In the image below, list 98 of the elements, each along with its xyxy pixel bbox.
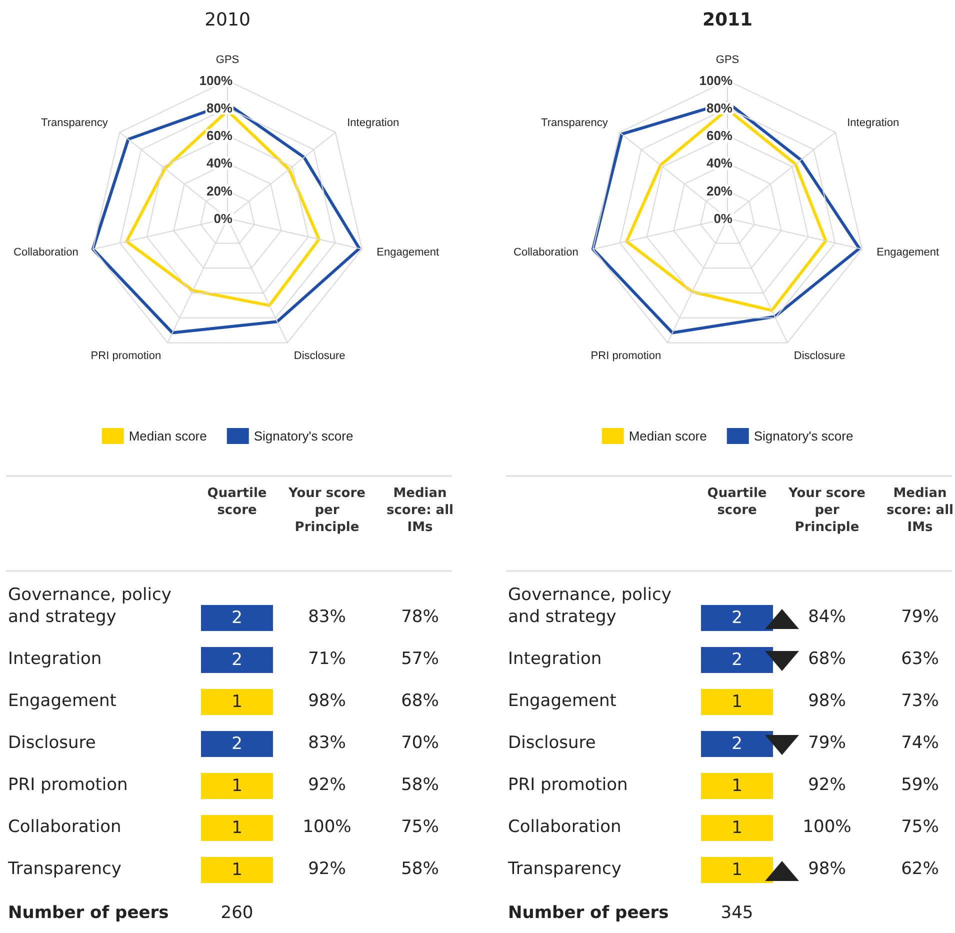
- data-label: 75%: [400, 816, 440, 838]
- data-label: 63%: [900, 648, 940, 670]
- text: Number of peers: [508, 902, 670, 924]
- data-label: 70%: [400, 732, 440, 754]
- y-tick-label: 60%: [706, 128, 733, 144]
- data-label: 79%: [900, 606, 940, 628]
- data-label: 1: [201, 689, 273, 715]
- data-label: 98%: [807, 690, 847, 712]
- spoke-label: GPS: [216, 54, 240, 66]
- y-tick-label: 80%: [206, 100, 233, 116]
- data-label: 1: [201, 773, 273, 799]
- spoke-label: PRI promotion: [90, 350, 162, 362]
- spoke-label: Collaboration: [514, 246, 578, 258]
- data-label: 62%: [900, 858, 940, 880]
- y-tick-label: 20%: [706, 183, 733, 198]
- data-label: 100%: [802, 816, 852, 838]
- y-tick-label: 0%: [714, 210, 733, 226]
- data-label: 98%: [807, 858, 847, 880]
- data-label: 2: [701, 731, 773, 757]
- category-label: Engagement: [508, 690, 618, 712]
- y-tick-label: 80%: [706, 100, 733, 116]
- data-label: 100%: [302, 816, 352, 838]
- legend-label: Signatory's score: [754, 428, 854, 444]
- text: Quartile score: [206, 485, 268, 519]
- category-label: PRI promotion: [8, 774, 129, 796]
- y-tick-label: 20%: [206, 183, 233, 198]
- spoke-label: Transparency: [541, 117, 608, 130]
- spoke-label: Engagement: [876, 246, 940, 258]
- text: Number of peers: [8, 902, 170, 924]
- chart-title: 2011: [702, 10, 753, 30]
- data-label: 1: [701, 815, 773, 841]
- category-label: Governance, policy and strategy: [508, 584, 672, 628]
- category-label: Collaboration: [508, 816, 622, 838]
- data-label: 2: [701, 605, 773, 631]
- spoke-label: Integration: [847, 117, 900, 130]
- text: 345: [720, 902, 754, 924]
- data-label: 68%: [807, 648, 847, 670]
- category-label: Integration: [8, 648, 103, 670]
- data-label: 79%: [807, 732, 847, 754]
- data-label: 1: [201, 815, 273, 841]
- spoke-label: Transparency: [41, 117, 108, 130]
- text: Your score per Principle: [788, 485, 866, 536]
- text: Your score per Principle: [288, 485, 366, 536]
- data-label: 1: [701, 689, 773, 715]
- data-label: 59%: [900, 774, 940, 796]
- legend-label: Median score: [628, 428, 707, 444]
- data-label: 2: [201, 605, 273, 631]
- data-label: 84%: [807, 606, 847, 628]
- spoke-label: Collaboration: [14, 246, 78, 258]
- y-tick-label: 0%: [214, 210, 233, 226]
- data-label: 74%: [900, 732, 940, 754]
- category-label: PRI promotion: [508, 774, 629, 796]
- data-label: 83%: [307, 606, 347, 628]
- data-label: 2: [701, 647, 773, 673]
- category-label: Integration: [508, 648, 603, 670]
- spoke-label: GPS: [716, 54, 740, 66]
- legend-label: Signatory's score: [254, 428, 354, 444]
- y-tick-label: 60%: [206, 128, 233, 144]
- text: 260: [220, 902, 254, 924]
- data-label: 92%: [807, 774, 847, 796]
- data-label: 92%: [307, 858, 347, 880]
- text: Median score: all IMs: [885, 485, 954, 536]
- y-tick-label: 100%: [699, 72, 733, 88]
- spoke-label: Engagement: [376, 246, 440, 258]
- text: Median score: all IMs: [385, 485, 454, 536]
- data-label: 92%: [307, 774, 347, 796]
- y-tick-label: 100%: [199, 72, 233, 88]
- chart-title: 2010: [204, 10, 250, 30]
- data-label: 1: [201, 857, 273, 883]
- category-label: Disclosure: [508, 732, 597, 754]
- data-label: 68%: [400, 690, 440, 712]
- category-label: Transparency: [8, 858, 122, 880]
- data-label: 75%: [900, 816, 940, 838]
- text: Quartile score: [706, 485, 768, 519]
- data-label: 58%: [400, 774, 440, 796]
- spoke-label: PRI promotion: [590, 350, 662, 362]
- data-label: 1: [701, 773, 773, 799]
- data-label: 2: [201, 731, 273, 757]
- y-tick-label: 40%: [706, 156, 733, 171]
- data-label: 73%: [900, 690, 940, 712]
- data-label: 58%: [400, 858, 440, 880]
- data-label: 57%: [400, 648, 440, 670]
- category-label: Governance, policy and strategy: [8, 584, 172, 628]
- y-tick-label: 40%: [206, 156, 233, 171]
- data-label: 71%: [307, 648, 347, 670]
- data-label: 78%: [400, 606, 440, 628]
- category-label: Engagement: [8, 690, 118, 712]
- legend-label: Median score: [128, 428, 207, 444]
- spoke-label: Integration: [347, 117, 400, 130]
- category-label: Collaboration: [8, 816, 122, 838]
- data-label: 1: [701, 857, 773, 883]
- category-label: Disclosure: [8, 732, 97, 754]
- spoke-label: Disclosure: [294, 350, 346, 362]
- data-label: 2: [201, 647, 273, 673]
- spoke-label: Disclosure: [794, 350, 846, 362]
- data-label: 98%: [307, 690, 347, 712]
- data-label: 83%: [307, 732, 347, 754]
- category-label: Transparency: [508, 858, 622, 880]
